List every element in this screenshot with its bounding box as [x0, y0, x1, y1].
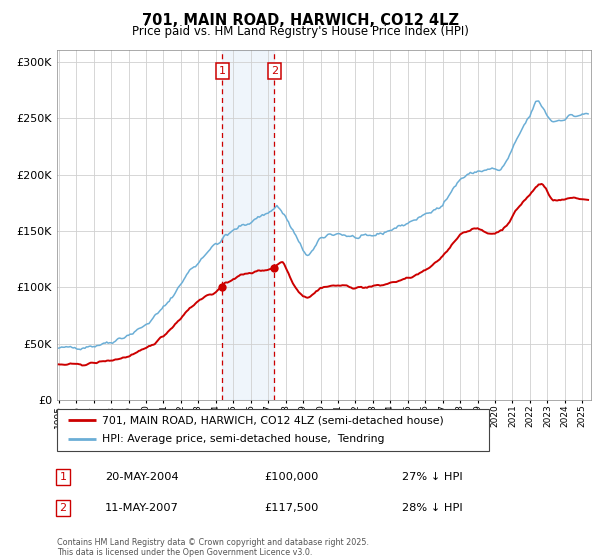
Bar [222, 50, 274, 400]
Text: 28% ↓ HPI: 28% ↓ HPI [402, 503, 463, 513]
Text: 2: 2 [271, 66, 278, 76]
Text: 2: 2 [59, 503, 67, 513]
Text: 11-MAY-2007: 11-MAY-2007 [105, 503, 179, 513]
Text: HPI: Average price, semi-detached house,  Tendring: HPI: Average price, semi-detached house,… [103, 435, 385, 445]
Text: 701, MAIN ROAD, HARWICH, CO12 4LZ: 701, MAIN ROAD, HARWICH, CO12 4LZ [142, 13, 458, 29]
Text: 1: 1 [59, 472, 67, 482]
Text: 20-MAY-2004: 20-MAY-2004 [105, 472, 179, 482]
Text: 27% ↓ HPI: 27% ↓ HPI [402, 472, 463, 482]
Text: Contains HM Land Registry data © Crown copyright and database right 2025.
This d: Contains HM Land Registry data © Crown c… [57, 538, 369, 557]
Text: £117,500: £117,500 [264, 503, 319, 513]
Text: Price paid vs. HM Land Registry's House Price Index (HPI): Price paid vs. HM Land Registry's House … [131, 25, 469, 38]
FancyBboxPatch shape [57, 409, 489, 451]
Text: 1: 1 [219, 66, 226, 76]
Text: £100,000: £100,000 [264, 472, 319, 482]
Text: 701, MAIN ROAD, HARWICH, CO12 4LZ (semi-detached house): 701, MAIN ROAD, HARWICH, CO12 4LZ (semi-… [103, 415, 444, 425]
